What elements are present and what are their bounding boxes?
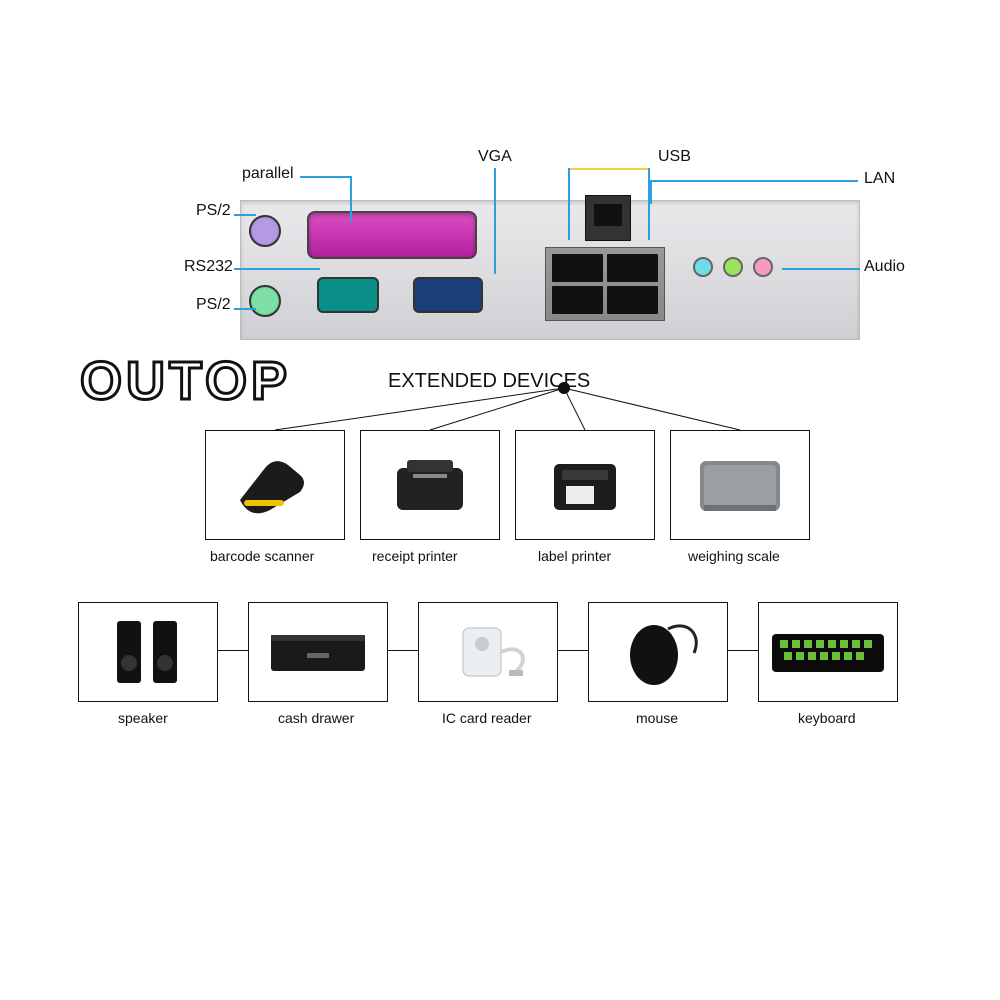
lan-port <box>585 195 631 241</box>
audio-jack-mic <box>753 257 773 277</box>
device-ic-card-reader <box>418 602 558 702</box>
label-ps2-bottom: PS/2 <box>196 296 231 314</box>
barcode-scanner-icon <box>206 431 344 539</box>
diagram-canvas: parallel VGA USB LAN Audio PS/2 RS232 PS… <box>0 0 1000 1000</box>
usb-block <box>545 247 665 321</box>
weighing-scale-icon <box>671 431 809 539</box>
device-weighing-scale <box>670 430 810 540</box>
device-receipt-printer <box>360 430 500 540</box>
label-lan: LAN <box>864 170 895 188</box>
device-mouse <box>588 602 728 702</box>
label-keyboard: keyboard <box>798 710 856 726</box>
label-audio: Audio <box>864 258 905 276</box>
label-mouse: mouse <box>636 710 678 726</box>
label-parallel: parallel <box>242 165 294 183</box>
label-weighing-scale: weighing scale <box>688 548 780 564</box>
ps2-port-top <box>249 215 281 247</box>
motherboard-port-panel <box>240 200 860 340</box>
serial-port <box>317 277 379 313</box>
label-cash-drawer: cash drawer <box>278 710 354 726</box>
label-rs232: RS232 <box>184 258 233 276</box>
speakers-icon <box>79 603 217 701</box>
label-barcode-scanner: barcode scanner <box>210 548 314 564</box>
thermal-printer-icon <box>361 431 499 539</box>
keyboard-icon <box>759 603 897 701</box>
device-speaker <box>78 602 218 702</box>
label-label-printer: label printer <box>538 548 611 564</box>
cash-drawer-icon <box>249 603 387 701</box>
label-vga: VGA <box>478 148 512 166</box>
label-ps2-top: PS/2 <box>196 202 231 220</box>
device-keyboard <box>758 602 898 702</box>
label-ic-card-reader: IC card reader <box>442 710 531 726</box>
tree-hub-dot <box>558 382 570 394</box>
device-label-printer <box>515 430 655 540</box>
mouse-icon <box>589 603 727 701</box>
audio-jack-line-in <box>693 257 713 277</box>
label-receipt-printer: receipt printer <box>372 548 458 564</box>
card-reader-icon <box>419 603 557 701</box>
audio-jack-line-out <box>723 257 743 277</box>
device-cash-drawer <box>248 602 388 702</box>
label-usb: USB <box>658 148 691 166</box>
ps2-port-bottom <box>249 285 281 317</box>
vga-port <box>413 277 483 313</box>
parallel-port <box>307 211 477 259</box>
device-barcode-scanner <box>205 430 345 540</box>
label-speaker: speaker <box>118 710 168 726</box>
brand-logo: OUTOP <box>80 350 291 412</box>
label-printer-icon <box>516 431 654 539</box>
